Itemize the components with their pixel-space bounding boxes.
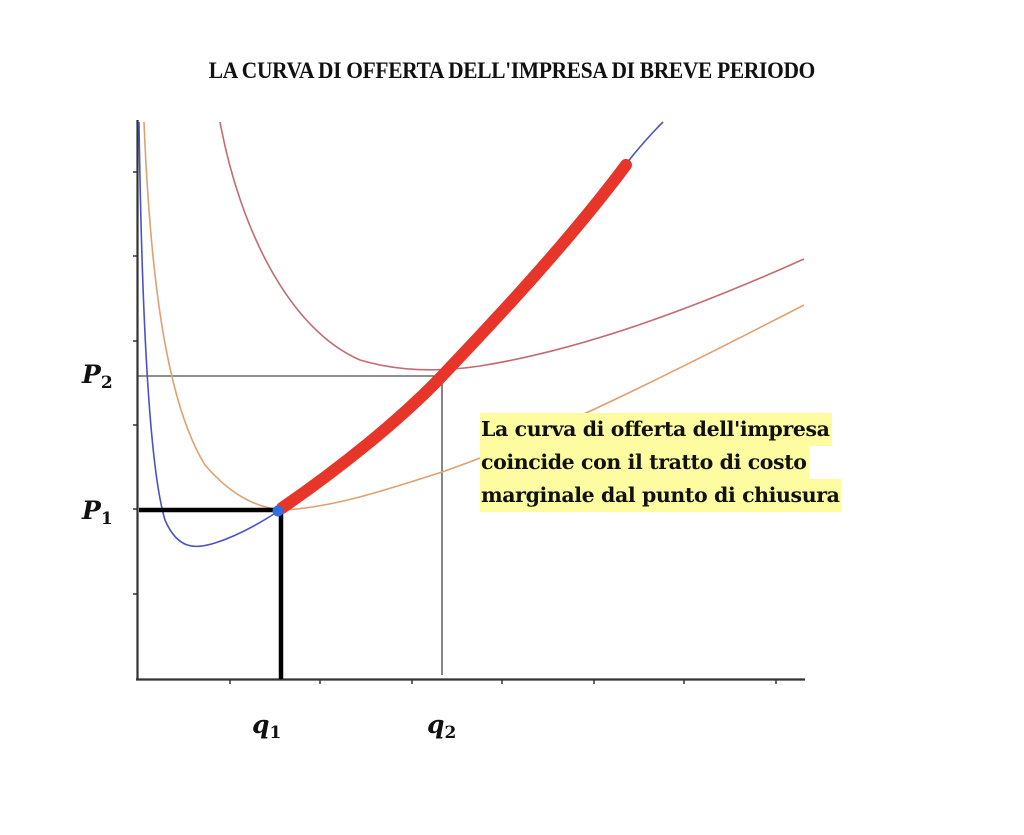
reference-lines — [138, 375, 443, 675]
supply-curve — [276, 159, 632, 514]
average-total-cost-curve — [219, 121, 805, 371]
p2-label: P2 — [82, 360, 113, 393]
chart-title: LA CURVA DI OFFERTA DELL'IMPRESA DI BREV… — [208, 58, 816, 83]
annotation-line-2: coincide con il tratto di costo — [480, 446, 809, 479]
annotation-box: La curva di offerta dell'impresa coincid… — [480, 413, 842, 512]
q2-label: q2 — [427, 710, 457, 743]
q1-label: q1 — [252, 710, 282, 743]
axes — [133, 120, 805, 684]
p1-label: P1 — [82, 496, 113, 529]
closure-point-marker — [272, 505, 284, 517]
annotation-line-1: La curva di offerta dell'impresa — [480, 413, 832, 446]
y-axis-ticks — [133, 171, 138, 595]
annotation-line-3: marginale dal punto di chiusura — [480, 479, 842, 512]
x-axis-ticks — [229, 679, 777, 684]
